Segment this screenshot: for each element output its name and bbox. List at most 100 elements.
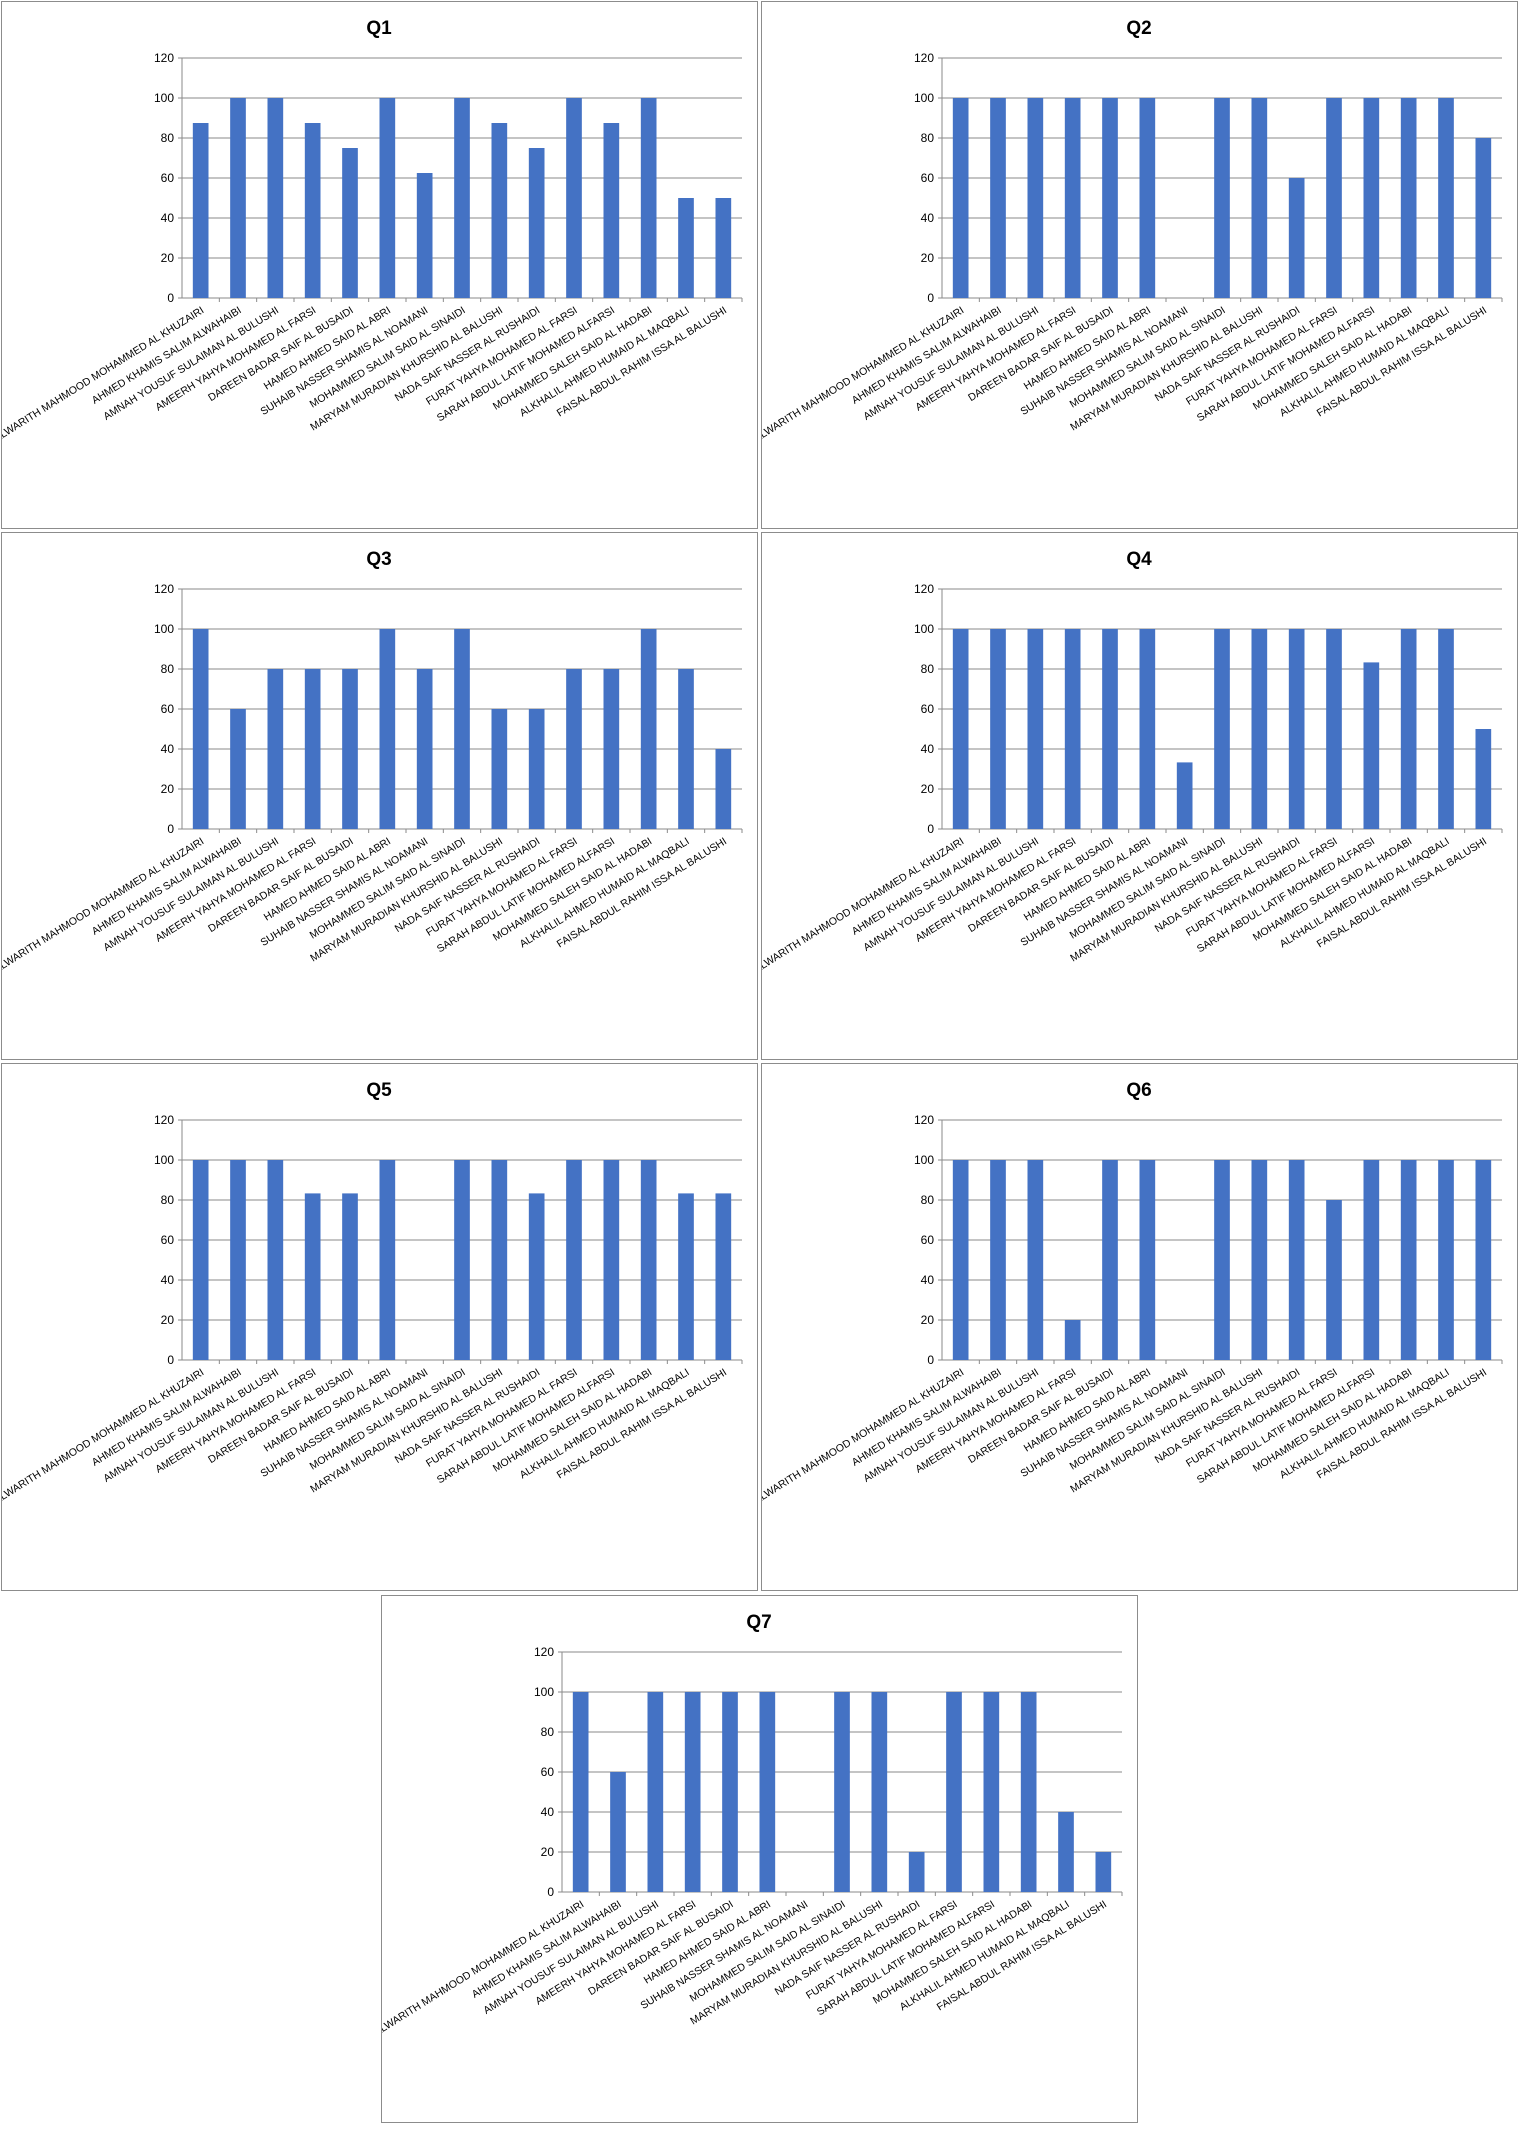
bar-alwarith-mahmood-mohammed-al-khuzairi: [952, 629, 969, 829]
bar-ameerh-yahya-mohamed-al-farsi: [1064, 629, 1081, 829]
bar-ahmed-khamis-salim-alwahaibi: [230, 709, 246, 829]
chart-panel-q1: Q1 0 20 40 60 80 100 120 ALWARITH MAHMOOD MOHAMM…: [1, 1, 758, 529]
bar-ameerh-yahya-mohamed-al-farsi: [304, 123, 321, 298]
bar-faisal-abdul-rahim-issa-al-balushi: [715, 1193, 732, 1360]
bar-ameerh-yahya-mohamed-al-farsi: [1064, 1320, 1081, 1360]
y-tick-label: 40: [161, 742, 175, 756]
bar-sarah-abdul-latif-mohamed-alfarsi: [1363, 662, 1380, 829]
bar-alwarith-mahmood-mohammed-al-khuzairi: [192, 629, 209, 829]
bar-alkhalil-ahmed-humaid-al-maqbali: [1438, 98, 1454, 298]
y-tick-label: 60: [161, 171, 175, 185]
bar-sarah-abdul-latif-mohamed-alfarsi: [603, 123, 620, 298]
bar-mohammed-saleh-said-al-hadabi: [1400, 629, 1417, 829]
bar-maryam-muradian-khurshid-al-balushi: [1251, 1160, 1268, 1360]
chart-panel-q3: Q3 0 20 40 60 80 100 120 ALWARITH MAHMOOD MOHAMM…: [1, 532, 758, 1060]
y-tick-label: 80: [161, 662, 175, 676]
y-tick-label: 0: [167, 291, 174, 305]
y-tick-label: 100: [154, 622, 174, 636]
y-tick-label: 40: [921, 211, 935, 225]
bar-alkhalil-ahmed-humaid-al-maqbali: [678, 1193, 694, 1360]
bar-mohammed-salim-said-al-sinaidi: [454, 1160, 470, 1360]
bar-ahmed-khamis-salim-alwahaibi: [610, 1772, 626, 1892]
bar-ameerh-yahya-mohamed-al-farsi: [304, 1193, 321, 1360]
chart-panel-q7: Q7 0 20 40 60 80 100 120 ALWARITH MAHMOOD MOHAMM…: [381, 1595, 1138, 2123]
chart-title: Q7: [746, 1612, 771, 1633]
bar-mohammed-saleh-said-al-hadabi: [640, 1160, 657, 1360]
bar-hamed-ahmed-said-al-abri: [1139, 1160, 1156, 1360]
bar-maryam-muradian-khurshid-al-balushi: [491, 123, 508, 298]
bar-mohammed-salim-said-al-sinaidi: [454, 98, 470, 298]
bar-faisal-abdul-rahim-issa-al-balushi: [1095, 1852, 1112, 1892]
bar-faisal-abdul-rahim-issa-al-balushi: [1475, 138, 1492, 298]
y-tick-label: 100: [914, 622, 934, 636]
y-tick-label: 80: [541, 1725, 555, 1739]
bar-suhaib-nasser-shamis-al-noamani: [416, 669, 433, 829]
bar-ahmed-khamis-salim-alwahaibi: [990, 629, 1006, 829]
bar-dareen-badar-saif-al-busaidi: [1102, 1160, 1118, 1360]
bar-furat-yahya-mohamed-al-farsi: [1326, 98, 1342, 298]
bar-alkhalil-ahmed-humaid-al-maqbali: [1438, 1160, 1454, 1360]
bar-nada-saif-nasser-al-rushaidi: [1288, 629, 1305, 829]
y-tick-label: 20: [161, 251, 175, 265]
bar-dareen-badar-saif-al-busaidi: [722, 1692, 738, 1892]
chart-title: Q5: [366, 1080, 392, 1101]
y-tick-label: 40: [161, 211, 175, 225]
y-tick-label: 20: [161, 1313, 175, 1327]
bar-alkhalil-ahmed-humaid-al-maqbali: [1438, 629, 1454, 829]
y-tick-label: 40: [541, 1805, 555, 1819]
bar-faisal-abdul-rahim-issa-al-balushi: [715, 749, 732, 829]
bar-hamed-ahmed-said-al-abri: [379, 629, 396, 829]
bar-amnah-yousuf-sulaiman-al-bulushi: [1027, 1160, 1044, 1360]
chart-title: Q3: [366, 549, 391, 570]
bar-hamed-ahmed-said-al-abri: [379, 1160, 396, 1360]
y-tick-label: 120: [154, 582, 174, 596]
y-tick-label: 80: [161, 131, 175, 145]
bar-hamed-ahmed-said-al-abri: [379, 98, 396, 298]
bar-faisal-abdul-rahim-issa-al-balushi: [715, 198, 732, 298]
bar-ameerh-yahya-mohamed-al-farsi: [1064, 98, 1081, 298]
y-tick-label: 100: [154, 1153, 174, 1167]
y-tick-label: 40: [161, 1273, 175, 1287]
y-tick-label: 120: [154, 51, 174, 65]
y-tick-label: 80: [161, 1193, 175, 1207]
bar-mohammed-salim-said-al-sinaidi: [1214, 1160, 1230, 1360]
y-tick-label: 20: [541, 1845, 555, 1859]
bar-ameerh-yahya-mohamed-al-farsi: [304, 669, 321, 829]
bar-ahmed-khamis-salim-alwahaibi: [990, 1160, 1006, 1360]
y-tick-label: 120: [914, 1113, 934, 1127]
bar-faisal-abdul-rahim-issa-al-balushi: [1475, 729, 1492, 829]
chart-panel-q5: Q5 0 20 40 60 80 100 120 ALWARITH MAHMOOD MOHAMM…: [1, 1063, 758, 1591]
bar-alkhalil-ahmed-humaid-al-maqbali: [678, 198, 694, 298]
bar-alkhalil-ahmed-humaid-al-maqbali: [678, 669, 694, 829]
bar-maryam-muradian-khurshid-al-balushi: [1251, 98, 1268, 298]
y-tick-label: 0: [167, 822, 174, 836]
bar-dareen-badar-saif-al-busaidi: [342, 669, 358, 829]
y-tick-label: 80: [921, 662, 935, 676]
bar-furat-yahya-mohamed-al-farsi: [946, 1692, 962, 1892]
bar-dareen-badar-saif-al-busaidi: [1102, 98, 1118, 298]
bar-ahmed-khamis-salim-alwahaibi: [230, 1160, 246, 1360]
chart-panel-q6: Q6 0 20 40 60 80 100 120 ALWARITH MAHMOOD MOHAMM…: [761, 1063, 1518, 1591]
y-tick-label: 80: [921, 131, 935, 145]
bar-maryam-muradian-khurshid-al-balushi: [491, 709, 508, 829]
bar-mohammed-saleh-said-al-hadabi: [640, 98, 657, 298]
bar-amnah-yousuf-sulaiman-al-bulushi: [267, 669, 284, 829]
bar-nada-saif-nasser-al-rushaidi: [908, 1852, 925, 1892]
bar-faisal-abdul-rahim-issa-al-balushi: [1475, 1160, 1492, 1360]
bar-mohammed-salim-said-al-sinaidi: [454, 629, 470, 829]
y-tick-label: 100: [914, 91, 934, 105]
bar-ameerh-yahya-mohamed-al-farsi: [684, 1692, 701, 1892]
y-tick-label: 120: [534, 1645, 554, 1659]
bar-nada-saif-nasser-al-rushaidi: [528, 709, 545, 829]
bar-amnah-yousuf-sulaiman-al-bulushi: [267, 1160, 284, 1360]
y-tick-label: 20: [161, 782, 175, 796]
y-tick-label: 120: [154, 1113, 174, 1127]
bar-mohammed-salim-said-al-sinaidi: [1214, 629, 1230, 829]
y-tick-label: 0: [927, 822, 934, 836]
y-tick-label: 60: [541, 1765, 555, 1779]
